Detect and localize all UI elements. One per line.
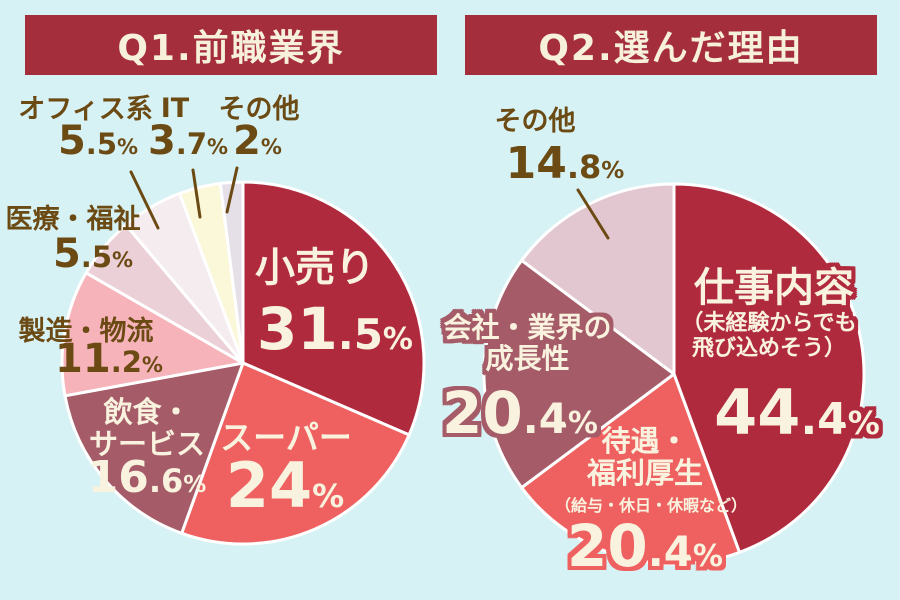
q2-pie-chart bbox=[482, 182, 866, 566]
q1-label-medical: 医療・福祉 bbox=[5, 204, 141, 235]
pie-slice-その他 bbox=[218, 180, 245, 365]
q2-chart: Q2.選んだ理由 その他 14.8% 仕事内容 （未経験からでも 飛び込めそう）… bbox=[442, 0, 900, 600]
q1-pie-slices bbox=[60, 180, 426, 546]
q1-label-food-service: 飲食・ サービス bbox=[88, 395, 205, 462]
q1-label-retail: 小売り bbox=[255, 245, 375, 291]
q2-leader-line-other bbox=[576, 188, 610, 240]
pie-slice-飲食・サービス bbox=[63, 361, 245, 535]
q2-pie-slices bbox=[482, 182, 866, 566]
q1-chart: Q1.前職業界 オフィス系 5.5% IT 3.7% その他 2% 医療・福祉 … bbox=[5, 15, 437, 546]
q1-value-manufacturing: 11.2% bbox=[55, 336, 163, 382]
q1-leader-line-office bbox=[129, 170, 160, 230]
q2-title-banner: Q2.選んだ理由 bbox=[465, 15, 877, 75]
q2-value-job-content: 44.4% bbox=[714, 376, 880, 449]
q1-value-retail: 31.5% bbox=[257, 295, 413, 363]
q1-label-other: その他 bbox=[218, 94, 300, 125]
q2-label-other: その他 bbox=[494, 106, 576, 137]
pie-slice-会社・業界の成長性 bbox=[482, 258, 676, 490]
pie-slice-待遇・福利厚生 bbox=[520, 372, 741, 566]
pie-slice-製造・物流 bbox=[60, 271, 245, 398]
q1-pie-chart bbox=[60, 166, 426, 546]
q1-label-it: IT bbox=[160, 93, 190, 124]
q1-label-manufacturing: 製造・物流 bbox=[18, 316, 154, 347]
q1-value-medical: 5.5% bbox=[52, 231, 134, 277]
q1-label-office: オフィス系 bbox=[18, 94, 153, 125]
q2-value-growth: 20.4% bbox=[442, 379, 598, 447]
q1-title: Q1.前職業界 bbox=[117, 28, 345, 69]
pie-slice-仕事内容 bbox=[672, 182, 866, 554]
q2-label-job-content: 仕事内容 bbox=[694, 265, 854, 311]
q1-title-banner: Q1.前職業界 bbox=[25, 15, 437, 75]
q1-label-supermarket: スーパー bbox=[220, 418, 352, 457]
pie-slice-小売り bbox=[241, 180, 426, 437]
pie-slice-その他 bbox=[520, 182, 676, 376]
q2-note-job-content: （未経験からでも 飛び込めそう） bbox=[681, 311, 857, 361]
q1-leader-line-other bbox=[225, 166, 239, 214]
q1-value-it: 3.7% bbox=[147, 118, 229, 164]
q2-note-benefits: （給与・休日・休暇など） bbox=[555, 496, 748, 515]
q2-value-benefits: 20.4% bbox=[567, 512, 723, 580]
q1-value-supermarket: 24% bbox=[225, 449, 345, 522]
q2-value-other: 14.8% bbox=[505, 138, 625, 189]
q1-value-food-service: 16.6% bbox=[87, 452, 207, 503]
q1-leader-line-it bbox=[191, 168, 202, 219]
q2-label-growth: 会社・業界の 成長性 bbox=[443, 311, 612, 376]
q1-value-office: 5.5% bbox=[57, 118, 139, 164]
q2-title: Q2.選んだ理由 bbox=[538, 28, 804, 69]
pie-slice-スーパー bbox=[180, 361, 411, 546]
q1-value-other: 2% bbox=[233, 118, 282, 164]
q2-label-benefits: 待遇・ 福利厚生 bbox=[586, 424, 703, 491]
